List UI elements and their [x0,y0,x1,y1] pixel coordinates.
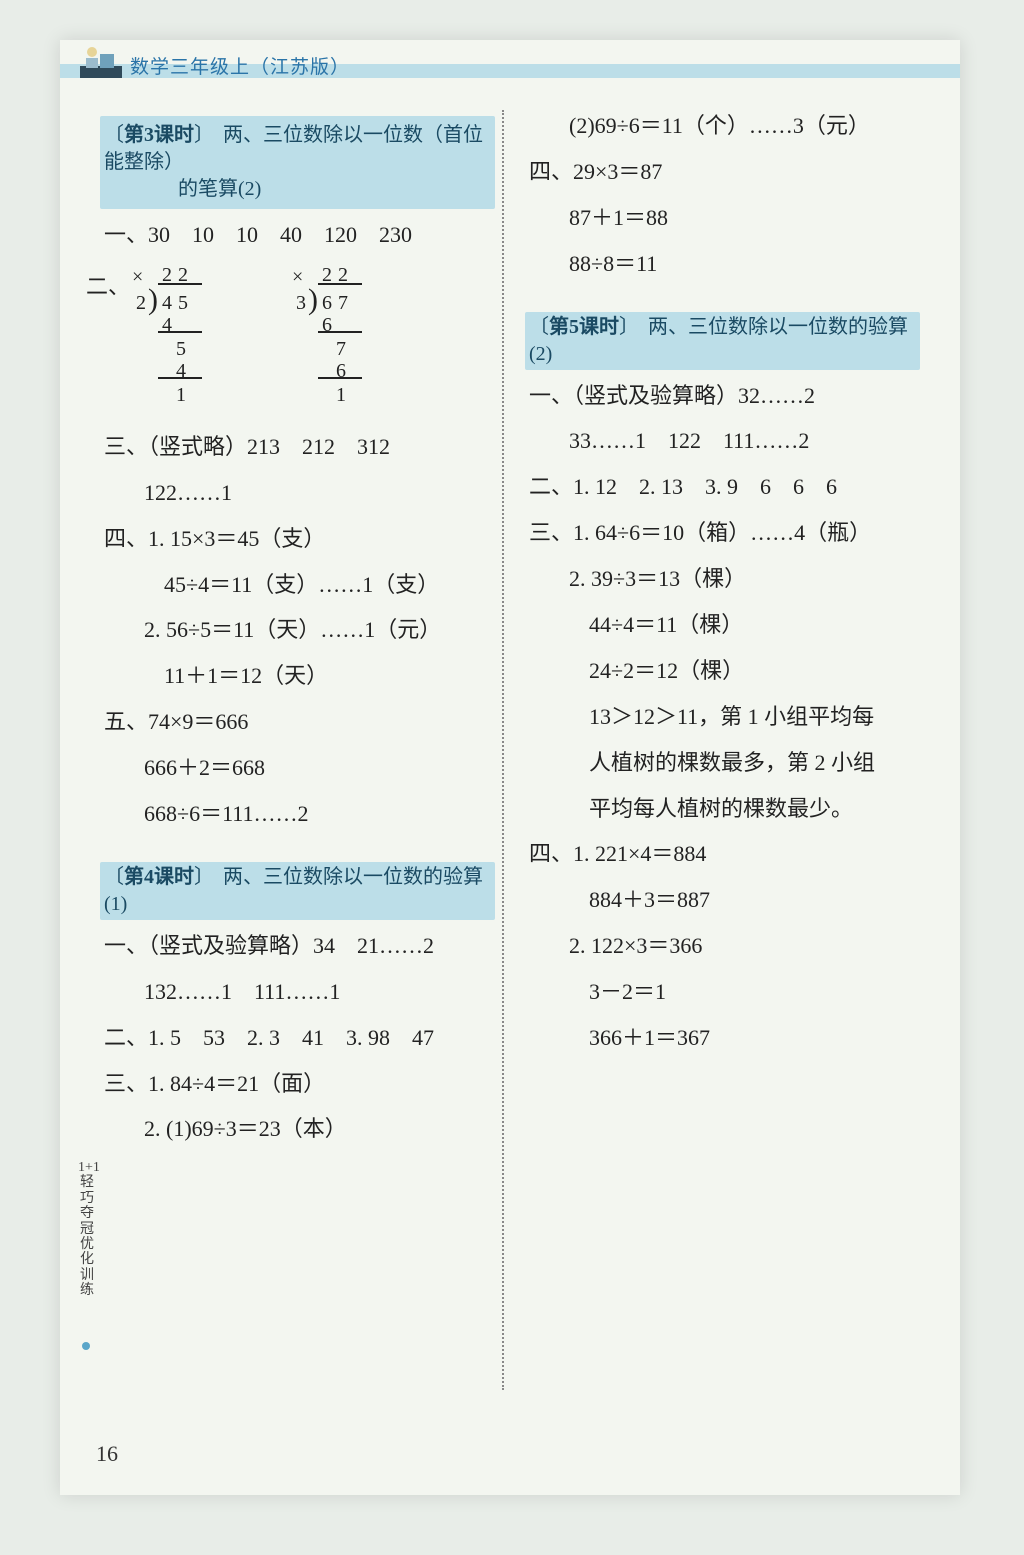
l5-two: 二、1. 12 2. 13 3. 9 6 6 6 [529,471,920,503]
l5-four-3: 2. 122×3＝366 [569,930,920,962]
ld2-s4: 1 [336,381,346,410]
l5-four-1: 四、1. 221×4＝884 [529,838,920,870]
division-bracket-icon: ) [148,278,158,322]
l3-three-b: 122……1 [144,477,495,509]
l5-four-5: 366＋1＝367 [589,1022,920,1054]
l5-three-6: 人植树的棵数最多，第 2 小组 [589,747,920,779]
ld2-quot: 22 [322,261,354,290]
r-four-1: 四、29×3＝87 [529,156,920,188]
ld1-bar1 [158,331,202,333]
ld2-qbar [318,283,362,285]
page-number: 16 [96,1441,118,1467]
l3-one: 一、30 10 10 40 120 230 [104,219,495,251]
l5-four-4: 3－2＝1 [589,976,920,1008]
l4-one-b: 132……1 111……1 [144,976,495,1008]
l5-three-3: 44÷4＝11（棵） [589,609,920,641]
l3-five-2: 666＋2＝668 [144,752,495,784]
l3-five-1: 五、74×9＝666 [104,706,495,738]
l5-three-7: 平均每人植树的棵数最少。 [589,793,920,825]
r-top: (2)69÷6＝11（个）……3（元） [569,110,920,142]
l5-four-2: 884＋3＝887 [589,884,920,916]
lesson5-tag: 第5课时 [529,316,639,338]
lesson3-tag: 第3课时 [104,124,214,146]
l3-four-4: 11＋1＝12（天） [164,660,495,692]
l5-three-2: 2. 39÷3＝13（棵） [569,563,920,595]
l3-two-prefix: 二、 [86,271,130,303]
ld1-bar2 [158,377,202,379]
ld2-bar1 [318,331,362,333]
l5-three-1: 三、1. 64÷6＝10（箱）……4（瓶） [529,517,920,549]
lesson5-heading: 第5课时 两、三位数除以一位数的验算(2) [525,312,920,370]
l5-three-5: 13＞12＞11，第 1 小组平均每 [589,701,920,733]
right-column: (2)69÷6＝11（个）……3（元） 四、29×3＝87 87＋1＝88 88… [525,110,920,1068]
ld2-s1: 6 [322,311,332,340]
page-header: 数学三年级上（江苏版） [60,40,960,100]
l3-two-wrap: 二、 × 22 2 ) 45 4 5 4 1 [104,265,495,415]
r-four-3: 88÷8＝11 [569,248,920,280]
left-column: 第3课时 两、三位数除以一位数（首位能整除） 的笔算(2) 一、30 10 10… [100,110,495,1159]
mult-sign-icon: × [132,263,143,292]
lesson4-heading: 第4课时 两、三位数除以一位数的验算(1) [100,862,495,920]
content-columns: 第3课时 两、三位数除以一位数（首位能整除） 的笔算(2) 一、30 10 10… [100,110,920,1460]
l3-four-3: 2. 56÷5＝11（天）……1（元） [144,614,495,646]
ld2-bar2 [318,377,362,379]
column-divider [502,110,504,1390]
header-title: 数学三年级上（江苏版） [130,52,350,79]
r-four-2: 87＋1＝88 [569,202,920,234]
sidebar-dot-icon [82,1342,90,1350]
ld1-s1: 4 [162,311,172,340]
lesson4-tag: 第4课时 [104,866,214,888]
division-bracket-icon: ) [308,278,318,322]
l5-three-4: 24÷2＝12（棵） [589,655,920,687]
l4-three-2: 2. (1)69÷3＝23（本） [144,1113,495,1145]
l3-three-a: 三、（竖式略）213 212 312 [104,431,495,463]
l5-one-1: 一、（竖式及验算略）32……2 [529,380,920,412]
l4-two: 二、1. 5 53 2. 3 41 3. 98 47 [104,1022,495,1054]
l3-four-1: 四、1. 15×3＝45（支） [104,523,495,555]
ld1-divisor: 2 [136,289,146,318]
l5-one-2: 33……1 122 111……2 [569,425,920,457]
ld1-s4: 1 [176,381,186,410]
l4-three-1: 三、1. 84÷4＝21（面） [104,1068,495,1100]
book-logo-icon [78,44,124,84]
l3-four-2: 45÷4＝11（支）……1（支） [164,569,495,601]
lesson3-title-line2: 的笔算(2) [178,178,261,200]
mult-sign-icon: × [292,263,303,292]
ld1-quot: 22 [162,261,194,290]
ld1-qbar [158,283,202,285]
long-division-2: × 22 3 ) 67 6 7 6 1 [264,265,384,415]
sidebar-vertical-text: 1+1轻巧夺冠优化训练 [78,1160,96,1299]
l4-one-a: 一、（竖式及验算略）34 21……2 [104,930,495,962]
ld2-divisor: 3 [296,289,306,318]
page: 数学三年级上（江苏版） 第3课时 两、三位数除以一位数（首位能整除） 的笔算(2… [60,40,960,1495]
lesson3-heading: 第3课时 两、三位数除以一位数（首位能整除） 的笔算(2) [100,116,495,209]
l3-five-3: 668÷6＝111……2 [144,798,495,830]
long-division-1: 二、 × 22 2 ) 45 4 5 4 1 [104,265,224,415]
